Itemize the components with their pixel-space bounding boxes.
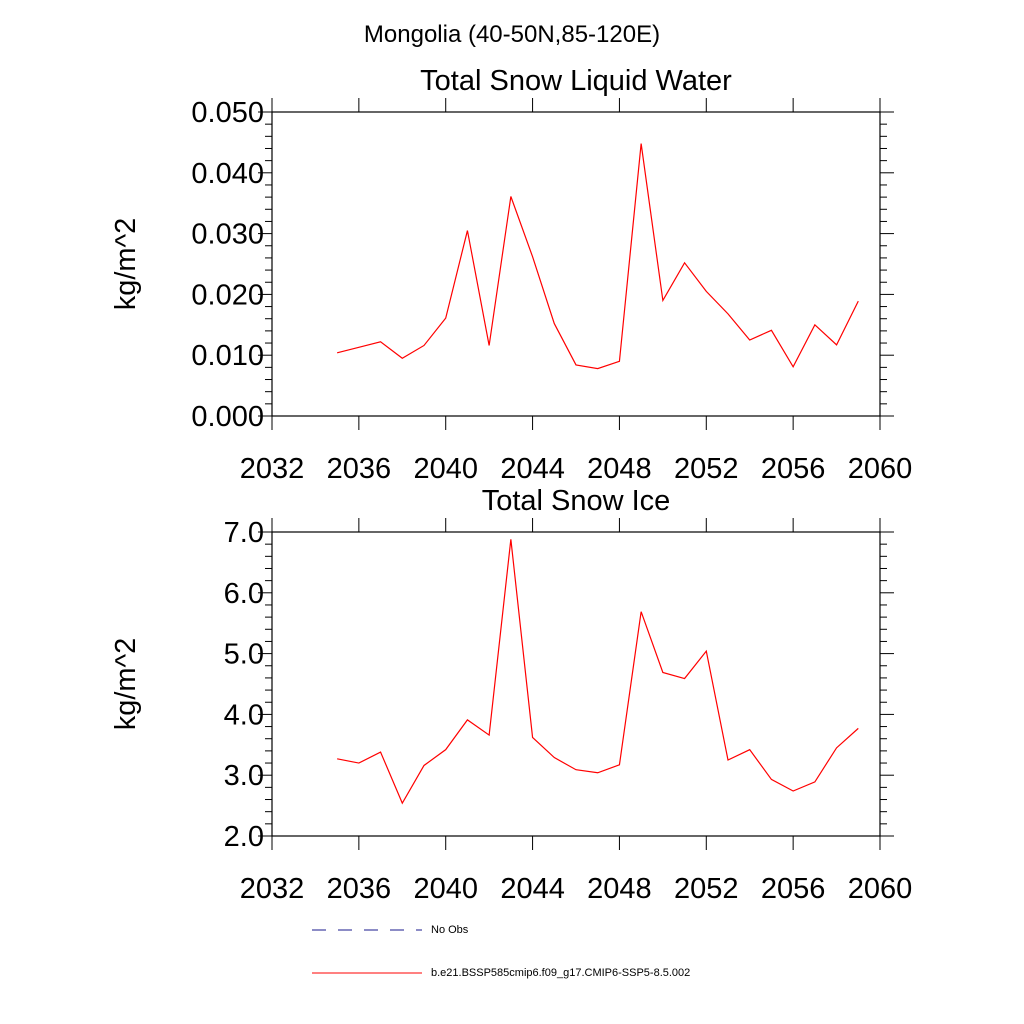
x-tick-label: 2052 (674, 873, 739, 905)
x-tick-label: 2040 (413, 873, 478, 905)
x-tick-label: 2056 (761, 453, 826, 485)
legend-model-label: b.e21.BSSP585cmip6.f09_g17.CMIP6-SSP5-8.… (431, 967, 690, 979)
y-tick-label: 0.030 (191, 219, 264, 251)
series-line-1 (336, 143, 859, 370)
y-tick-label: 7.0 (224, 517, 264, 549)
x-tick-label: 2044 (500, 873, 565, 905)
figure-title: Mongolia (40-50N,85-120E) (364, 21, 660, 48)
x-tick-label: 2044 (500, 453, 565, 485)
chart-panels: Total Snow Liquid Water kg/m^2 2032 2036 204… (110, 65, 912, 905)
chart-title: Total Snow Liquid Water (420, 65, 732, 97)
y-tick-label: 5.0 (224, 639, 264, 671)
y-tick-label: 2.0 (224, 821, 264, 853)
chart-panel-1: Total Snow Liquid Water kg/m^2 2032 2036 204… (110, 65, 912, 485)
y-tick-label: 4.0 (224, 699, 264, 731)
x-tick-label: 2060 (848, 873, 913, 905)
y-axis-label: kg/m^2 (110, 218, 142, 311)
x-tick-label: 2036 (327, 873, 392, 905)
y-tick-label: 6.0 (224, 578, 264, 610)
y-tick-label: 0.000 (191, 401, 264, 433)
x-tick-label: 2032 (240, 873, 305, 905)
y-tick-label: 0.010 (191, 340, 264, 372)
y-tick-label: 0.050 (191, 97, 264, 129)
y-tick-label: 3.0 (224, 760, 264, 792)
x-tick-label: 2056 (761, 873, 826, 905)
chart-panel-2: Total Snow Ice kg/m^2 2032 2036 2040 2044 2048… (110, 485, 912, 905)
x-tick-label: 2040 (413, 453, 478, 485)
x-tick-label: 2052 (674, 453, 739, 485)
plot-frame (271, 111, 881, 417)
plot-frame (271, 531, 881, 837)
legend-obs-label: No Obs (431, 924, 469, 936)
series-line-1 (337, 539, 859, 805)
x-tick-label: 2032 (240, 453, 305, 485)
x-tick-label: 2048 (587, 873, 652, 905)
legend: No Obs b.e21.BSSP585cmip6.f09_g17.CMIP6-… (312, 924, 690, 979)
chart-title: Total Snow Ice (482, 485, 671, 517)
y-axis-label: kg/m^2 (110, 638, 142, 731)
x-tick-label: 2048 (587, 453, 652, 485)
y-tick-label: 0.040 (191, 158, 264, 190)
x-tick-label: 2036 (327, 453, 392, 485)
x-tick-label: 2060 (848, 453, 913, 485)
y-tick-label: 0.020 (191, 279, 264, 311)
